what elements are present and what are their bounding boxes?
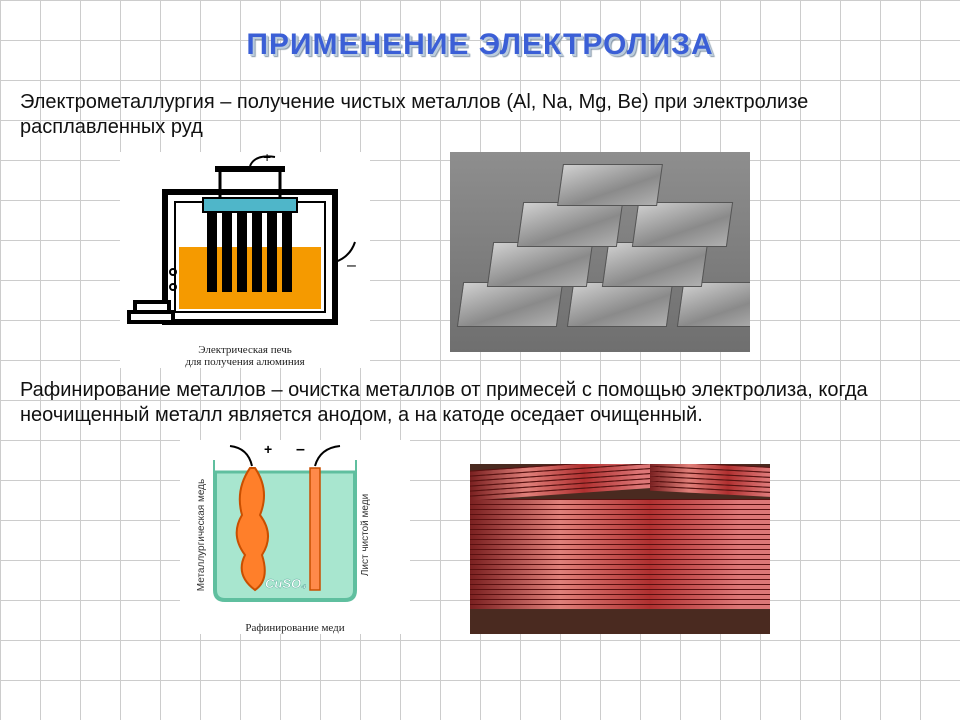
refining-diagram: + – CuSO₄ Металлургическая медь Лист чис…: [180, 440, 410, 615]
plus-sign: +: [263, 152, 271, 165]
figure-ingots: [450, 152, 750, 352]
paragraph-refining: Рафинирование металлов – очистка металло…: [20, 378, 940, 428]
refining-caption: Рафинирование меди: [180, 622, 410, 634]
page-title: ПРИМЕНЕНИЕ ЭЛЕКТРОЛИЗА: [20, 28, 940, 62]
figure-furnace: + – Электрическая печь для получения алю…: [120, 152, 370, 368]
row-refining: + – CuSO₄ Металлургическая медь Лист чис…: [180, 440, 940, 634]
slide-content: ПРИМЕНЕНИЕ ЭЛЕКТРОЛИЗА Электрометаллурги…: [0, 0, 960, 634]
ingots-image: [450, 152, 750, 352]
paragraph-electrometallurgy: Электрометаллургия – получение чистых ме…: [20, 90, 940, 140]
furnace-caption: Электрическая печь для получения алюмини…: [120, 344, 370, 368]
figure-refining: + – CuSO₄ Металлургическая медь Лист чис…: [180, 440, 410, 634]
refine-plus: +: [264, 441, 272, 457]
copper-image: [470, 464, 770, 634]
figure-copper-sheets: [470, 464, 770, 634]
furnace-diagram: + –: [125, 152, 365, 342]
anode-label: Металлургическая медь: [196, 479, 207, 591]
furnace-caption-l1: Электрическая печь: [198, 344, 292, 356]
row-electrometallurgy: + – Электрическая печь для получения алю…: [120, 152, 940, 368]
minus-sign: –: [347, 257, 356, 274]
cathode-label: Лист чистой меди: [360, 494, 371, 576]
solution-label: CuSO₄: [265, 576, 306, 591]
furnace-caption-l2: для получения алюминия: [185, 356, 304, 368]
refine-minus: –: [296, 441, 305, 458]
